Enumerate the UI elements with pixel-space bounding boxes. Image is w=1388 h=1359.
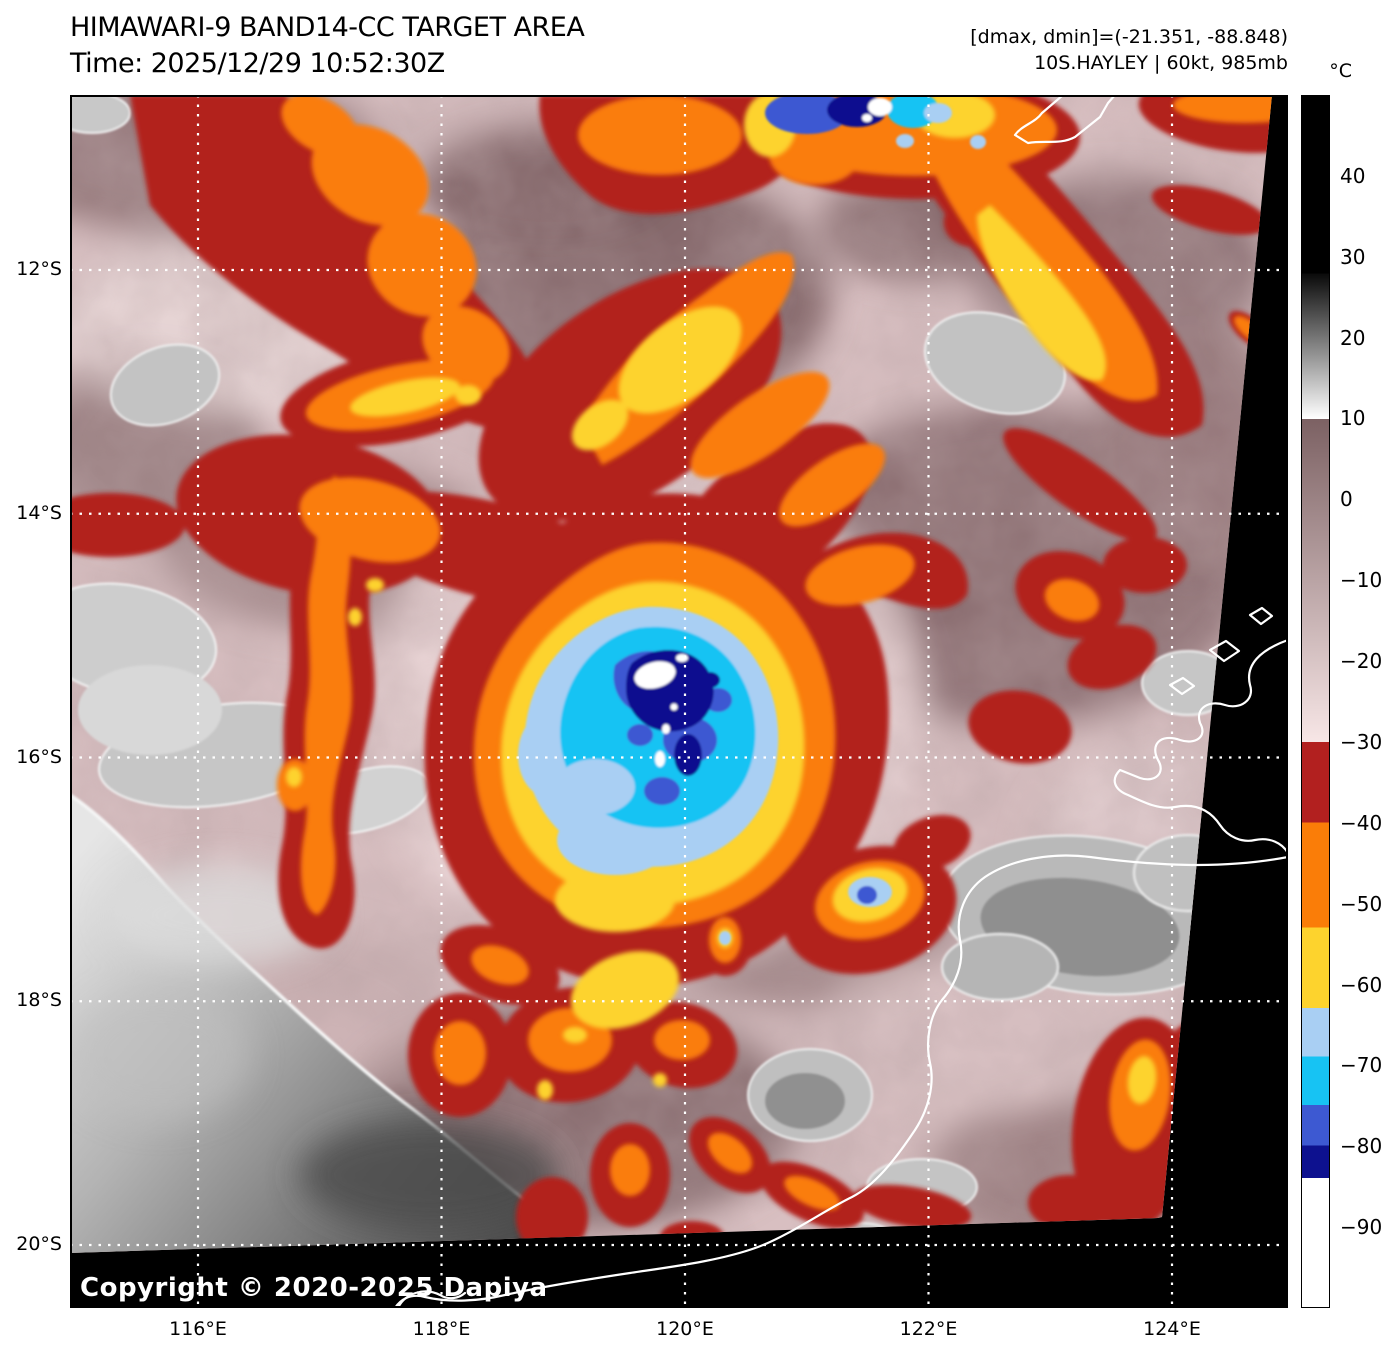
temperature-colorbar — [1301, 95, 1330, 1308]
satellite-map-panel: Copyright © 2020-2025 Dapiya — [70, 95, 1288, 1308]
timestamp-line: Time: 2025/12/29 10:52:30Z — [70, 48, 445, 79]
dmax-dmin-annotation: [dmax, dmin]=(-21.351, -88.848) — [970, 26, 1288, 48]
ir-imagery-swath — [70, 95, 1272, 1253]
cyclone-cold-core — [518, 606, 779, 875]
lat-tick-label: 14°S — [16, 501, 62, 524]
lat-tick-label: 20°S — [16, 1233, 62, 1255]
colorbar-unit-label: °C — [1329, 60, 1352, 82]
colorbar-tick: −60 — [1340, 972, 1383, 997]
colorbar-tick: 20 — [1340, 325, 1366, 350]
colorbar-tick: −50 — [1340, 891, 1383, 916]
colorbar-tick: 0 — [1340, 487, 1353, 512]
clear-air-region — [70, 795, 708, 1253]
lon-tick-label: 116°E — [169, 1318, 227, 1340]
colorbar-tick: −70 — [1340, 1053, 1383, 1078]
colorbar-tick: 10 — [1340, 406, 1366, 431]
lon-tick-label: 124°E — [1143, 1318, 1201, 1340]
satellite-imagery — [70, 95, 1288, 1308]
lon-tick-label: 122°E — [899, 1318, 958, 1340]
colorbar-tick: 30 — [1340, 244, 1366, 269]
lon-tick-label: 118°E — [412, 1318, 471, 1340]
lat-tick-label: 16°S — [16, 745, 62, 768]
colorbar-tick: −40 — [1340, 810, 1383, 835]
storm-info-annotation: 10S.HAYLEY | 60kt, 985mb — [1034, 52, 1288, 74]
north-cold-blob — [719, 95, 986, 945]
lon-tick-label: 120°E — [656, 1318, 714, 1340]
colorbar-tick: −20 — [1340, 649, 1383, 674]
copyright-watermark: Copyright © 2020-2025 Dapiya — [80, 1273, 548, 1303]
colorbar-tick: −10 — [1340, 568, 1383, 593]
page-title: HIMAWARI-9 BAND14-CC TARGET AREA — [70, 12, 585, 43]
colorbar-tick: −90 — [1340, 1215, 1383, 1240]
latlon-grid — [70, 95, 1288, 1308]
colorbar-tick: −30 — [1340, 729, 1383, 754]
colorbar-tick: −80 — [1340, 1134, 1383, 1159]
lat-tick-label: 12°S — [16, 258, 62, 280]
lat-tick-label: 18°S — [16, 989, 62, 1012]
colorbar-tick: 40 — [1340, 163, 1366, 188]
coastline — [393, 95, 1288, 1308]
